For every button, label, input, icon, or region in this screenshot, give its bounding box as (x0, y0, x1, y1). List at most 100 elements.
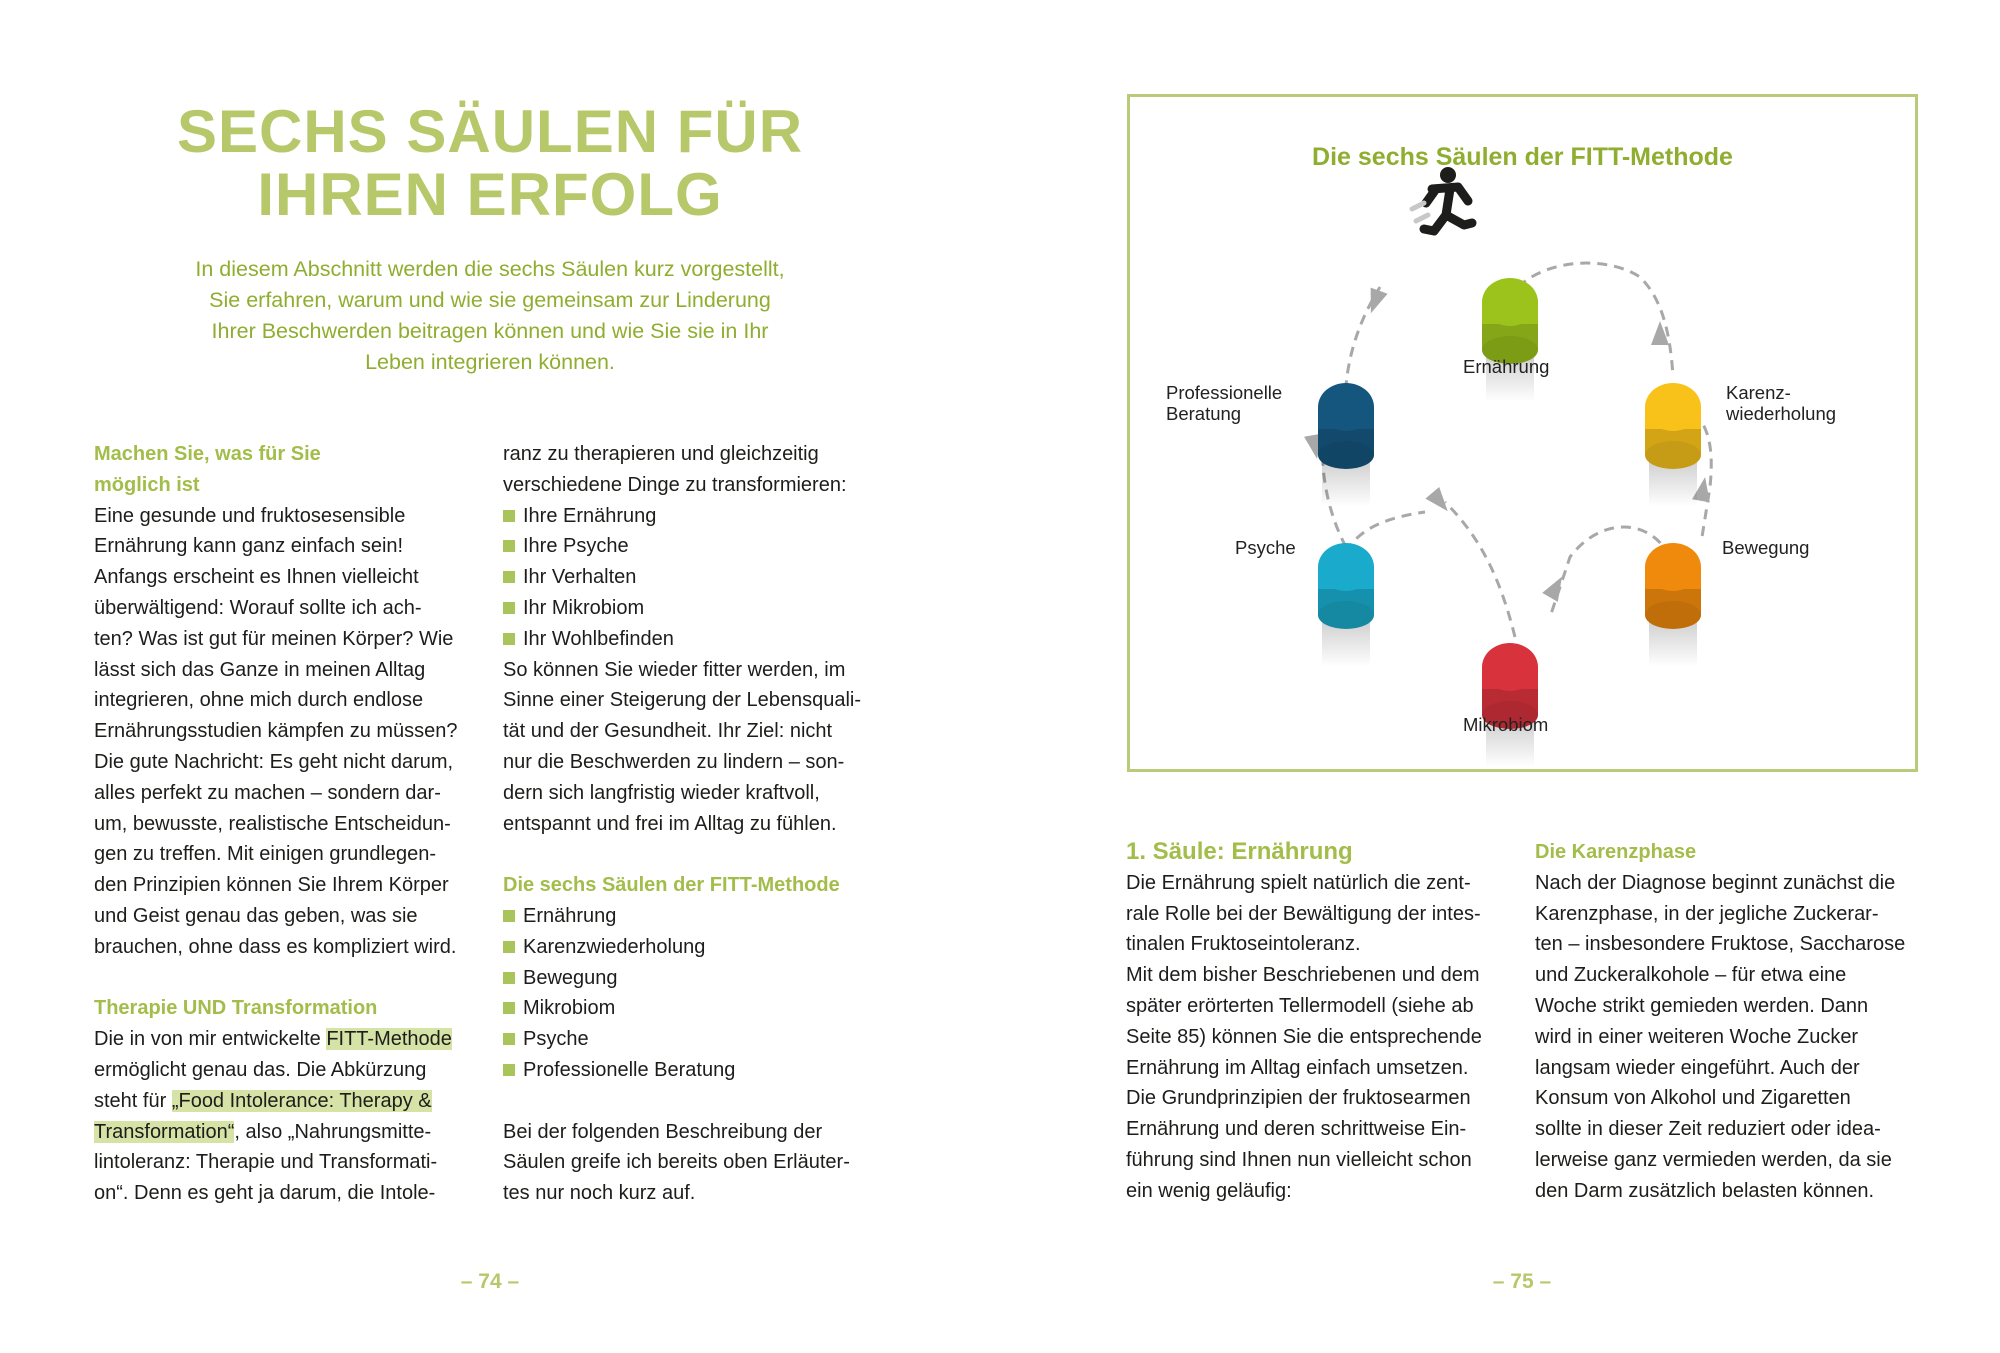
text-line: Die Grundprinzipien der fruktosearmen (1126, 1087, 1471, 1110)
bullet-square-icon (503, 601, 515, 614)
text-line: dern sich langfristig wieder kraftvoll, (503, 781, 820, 804)
pillar-top (1645, 543, 1701, 591)
text-line: langsam wieder eingeführt. Auch der (1535, 1056, 1860, 1079)
bullet-square-icon (503, 509, 515, 522)
text-line: lerweise ganz vermieden werden, da sie (1535, 1148, 1892, 1171)
text-segment: Die in von mir entwickelte (94, 1028, 327, 1051)
section-heading: Therapie UND Transformation (94, 997, 378, 1020)
page-number: – 74 – (460, 1270, 520, 1293)
text-line: Bei der folgenden Beschreibung der (503, 1120, 823, 1143)
text-line: gen zu treffen. Mit einigen grundlegen- (94, 843, 437, 866)
text-line: alles perfekt zu machen – sondern dar- (94, 781, 441, 804)
blank-line (503, 839, 861, 870)
text-line: ermöglicht genau das. Die Abkürzung (94, 1058, 427, 1081)
bullet-square-icon (503, 632, 515, 645)
text-line: lässt sich das Ganze in meinen Alltag (94, 658, 426, 681)
text-line: wird in einer weiteren Woche Zucker (1535, 1025, 1859, 1048)
text-line: integrieren, ohne mich durch endlose (94, 689, 424, 712)
text-line: Die Ernährung spielt natürlich die zent- (1126, 871, 1471, 894)
bullet-item: Ihr Mikrobiom (503, 593, 861, 624)
highlighted-text: Transformation“ (94, 1120, 235, 1143)
text-line: Ernährung im Alltag einfach umsetzen. (1126, 1056, 1469, 1079)
pillar-top (1318, 383, 1374, 431)
bullet-item: Bewegung (503, 963, 861, 994)
label-professionelle-beratung: Professionelle Beratung (1166, 382, 1282, 424)
intro-line: In diesem Abschnitt werden die sechs Säu… (195, 257, 785, 281)
text-line: Die in von mir entwickelte FITT-Methode (94, 1024, 458, 1055)
pillar-shadow (1322, 462, 1370, 507)
bullet-text: Ihr Verhalten (523, 566, 637, 589)
text-line: ten – insbesondere Fruktose, Saccharose (1535, 933, 1906, 956)
blank-line (503, 1086, 861, 1117)
dashed-arrow-path (1443, 500, 1517, 638)
text-line: ranz zu therapieren und gleichzeitig (503, 443, 819, 465)
text-line: später erörterten Tellermodell (siehe ab (1126, 994, 1474, 1017)
pillar-base (1482, 336, 1538, 364)
diagram-title: Die sechs Säulen der FITT-Methode (1312, 143, 1733, 171)
text-line: tät und der Gesundheit. Ihr Ziel: nicht (503, 720, 833, 743)
bullet-text: Bewegung (523, 966, 618, 989)
bullet-square-icon (503, 940, 515, 953)
blank-line (94, 963, 458, 994)
bullet-text: Karenzwiederholung (523, 935, 706, 958)
intro-text: In diesem Abschnitt werden die sechs Säu… (90, 254, 890, 378)
label-line: Karenz- (1726, 382, 1791, 403)
pillar-shadow (1486, 722, 1534, 767)
text-line: Ernährung kann ganz einfach sein! (94, 535, 404, 558)
text-line: So können Sie wieder fitter werden, im (503, 658, 846, 681)
page-title-line: IHREN ERFOLG (257, 161, 723, 228)
text-line: Eine gesunde und fruktosesensible (94, 504, 406, 527)
text-line: den Prinzipien können Sie Ihrem Körper (94, 874, 449, 897)
text-line: um, bewusste, realistische Entscheidun- (94, 812, 451, 835)
diagram-frame: Die sechs Säulen der FITT-Methode Ernähr… (1127, 94, 1918, 772)
text-line: und Zuckeralkohole – für etwa eine (1535, 964, 1847, 987)
text-line: tinalen Fruktoseintoleranz. (1126, 933, 1361, 956)
section-heading: möglich ist (94, 473, 200, 496)
text-line: lintoleranz: Therapie und Transformati- (94, 1151, 438, 1174)
bullet-text: Mikrobiom (523, 997, 616, 1020)
text-line: überwältigend: Worauf sollte ich ach- (94, 596, 422, 619)
bullet-text: Professionelle Beratung (523, 1058, 736, 1081)
text-line: Ernährungsstudien kämpfen zu müssen? (94, 720, 458, 743)
page-number: – 75 – (1492, 1270, 1552, 1293)
section-heading: 1. Säule: Ernährung (1126, 838, 1353, 865)
section-heading: Die Karenzphase (1535, 841, 1697, 863)
arrow-head-icon (1651, 321, 1669, 345)
text-line: Anfangs erscheint es Ihnen vielleicht (94, 566, 419, 589)
arrow-head-icon (1425, 487, 1448, 512)
bullet-text: Ihre Psyche (523, 535, 629, 558)
intro-line: Sie erfahren, warum und wie sie gemeinsa… (209, 288, 771, 312)
text-line: Mit dem bisher Beschriebenen und dem (1126, 964, 1480, 987)
text-line: ein wenig geläufig: (1126, 1179, 1292, 1202)
text-line: verschiedene Dinge zu transformieren: (503, 473, 847, 496)
page-title: SECHS SÄULEN FÜR IHREN ERFOLG (90, 100, 890, 226)
text-line: Nach der Diagnose beginnt zunächst die (1535, 871, 1896, 894)
bullet-text: Ihre Ernährung (523, 504, 657, 527)
pillar-top (1645, 383, 1701, 431)
bullet-square-icon (503, 540, 515, 553)
text-line: Die gute Nachricht: Es geht nicht darum, (94, 750, 454, 773)
text-line: tes nur noch kurz auf. (503, 1182, 696, 1205)
highlighted-text: FITT-Methode (326, 1028, 452, 1051)
pillar-shadow (1649, 622, 1697, 667)
text-line: Sinne einer Steigerung der Lebensquali- (503, 689, 862, 712)
bullet-square-icon (503, 1033, 515, 1046)
text-line: Ernährung und deren schrittweise Ein- (1126, 1118, 1467, 1141)
text-line: sollte in dieser Zeit reduziert oder ide… (1535, 1118, 1881, 1141)
text-line: steht für „Food Intolerance: Therapy & (94, 1086, 458, 1117)
text-column-2: ranz zu therapieren und gleichzeitig vers… (503, 439, 861, 1209)
section-heading: Die sechs Säulen der FITT-Methode (503, 874, 840, 897)
label-ernaehrung: Ernährung (1463, 356, 1550, 377)
bullet-square-icon (503, 971, 515, 984)
pillar-base (1318, 601, 1374, 629)
pillar-base (1318, 441, 1374, 469)
text-line: ten? Was ist gut für meinen Körper? Wie (94, 627, 454, 650)
bullet-square-icon (503, 1002, 515, 1015)
pillar-top (1318, 543, 1374, 591)
pillars-diagram (1304, 167, 1713, 767)
dashed-arrow-path (1516, 261, 1675, 378)
bullet-item: Ihre Ernährung (503, 501, 861, 532)
dashed-arrow-path (1679, 400, 1713, 538)
label-line: wiederholung (1726, 403, 1837, 424)
bullet-item: Mikrobiom (503, 993, 861, 1024)
